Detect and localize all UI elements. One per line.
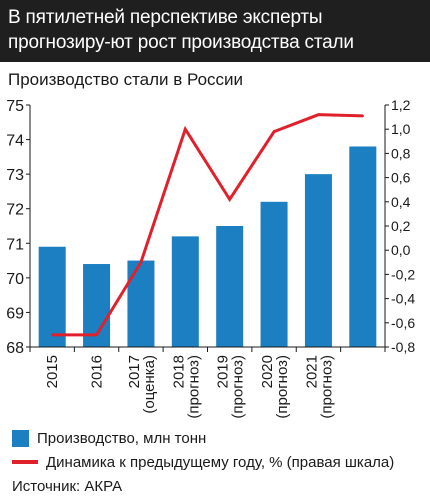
dynamics-point-6 — [317, 113, 320, 116]
x-label-line-6-1: (прогноз) — [318, 355, 335, 419]
bar-4 — [216, 226, 244, 347]
x-label-line-5-1: (прогноз) — [274, 355, 291, 419]
left-tick-label-4: 72 — [6, 202, 24, 219]
left-axis-ticks: 68 69 70 71 72 73 74 75 — [6, 98, 30, 357]
dynamics-point-3 — [184, 128, 187, 131]
left-tick-label-2: 70 — [6, 271, 24, 288]
x-label-1: 2016 — [89, 355, 106, 388]
dynamics-point-5 — [272, 130, 276, 133]
right-tick-label-8: 0,8 — [391, 145, 411, 161]
chart-legend: Производство, млн тонн Динамика к предыд… — [12, 426, 422, 474]
x-label-line-2-0: 2017 — [126, 355, 143, 388]
right-tick-label-6: 0,4 — [391, 194, 411, 210]
dynamics-point-7 — [361, 114, 365, 118]
left-tick-label-3: 71 — [6, 236, 24, 253]
chart-headline: В пятилетней перспективе эксперты прогно… — [0, 0, 430, 62]
x-label-line-4-1: (прогноз) — [230, 355, 247, 419]
chart-title: Производство стали в России — [8, 70, 244, 89]
x-label-line-1-0: 2016 — [89, 355, 106, 388]
dynamics-point-1 — [95, 333, 98, 337]
legend-label-dynamics: Динамика к предыдущему году, % (правая ш… — [46, 453, 395, 471]
source-note: Источник: АКРА — [12, 478, 123, 495]
x-label-line-0-0: 2015 — [44, 355, 61, 388]
x-label-3: 2018(прогноз) — [170, 355, 202, 419]
line-series — [50, 113, 365, 337]
x-label-2: 2017(оценка) — [126, 355, 158, 414]
x-label-line-2-1: (оценка) — [141, 355, 158, 414]
x-label-6: 2021(прогноз) — [303, 355, 335, 419]
left-tick-label-1: 69 — [6, 305, 24, 322]
x-label-line-3-0: 2018 — [170, 355, 187, 388]
dynamics-point-2 — [139, 261, 143, 264]
x-label-4: 2019(прогноз) — [215, 355, 247, 419]
right-tick-label-1: -0,6 — [391, 315, 415, 331]
x-label-line-5-0: 2020 — [259, 355, 276, 388]
headline-text: В пятилетней перспективе эксперты прогно… — [8, 7, 354, 53]
dynamics-point-0 — [50, 333, 54, 337]
x-label-5: 2020(прогноз) — [259, 355, 291, 419]
right-tick-label-7: 0,6 — [391, 170, 411, 186]
right-tick-label-0: -0,8 — [391, 339, 415, 355]
bar-6 — [304, 174, 332, 347]
bar-0 — [38, 246, 66, 347]
bar-3 — [171, 236, 199, 347]
dynamics-line — [52, 113, 363, 337]
x-label-line-4-0: 2019 — [215, 355, 232, 388]
left-tick-label-0: 68 — [6, 340, 24, 357]
x-label-0: 2015 — [44, 355, 61, 388]
right-tick-label-10: 1,2 — [391, 97, 411, 113]
bar-series — [38, 146, 377, 347]
x-label-line-6-0: 2021 — [303, 355, 320, 388]
bar-2 — [127, 260, 155, 347]
legend-bar-swatch — [12, 429, 29, 447]
left-tick-label-6: 74 — [6, 133, 24, 150]
right-tick-label-3: -0,2 — [391, 266, 415, 282]
right-axis-ticks: -0,8 -0,6 -0,4 -0,2 0,0 0,2 0,4 0,6 0,8 1,0 1,2 — [385, 97, 415, 355]
legend-line-swatch — [12, 460, 38, 464]
bar-5 — [260, 201, 288, 347]
x-label-line-3-1: (прогноз) — [185, 355, 202, 419]
left-tick-label-5: 73 — [6, 167, 24, 184]
right-tick-label-5: 0,2 — [391, 218, 411, 234]
right-tick-label-2: -0,4 — [391, 291, 415, 307]
legend-item-production: Производство, млн тонн — [12, 426, 422, 450]
right-tick-label-4: 0,0 — [391, 242, 411, 258]
dynamics-point-4 — [228, 198, 231, 201]
bar-7 — [349, 146, 377, 347]
legend-label-production: Производство, млн тонн — [37, 429, 207, 447]
left-tick-label-7: 75 — [6, 98, 24, 115]
legend-item-dynamics: Динамика к предыдущему году, % (правая ш… — [12, 450, 422, 474]
steel-production-chart: 68 69 70 71 72 73 74 75 -0,8 -0,6 -0,4 -0,2 0,0 0,2 0… — [6, 97, 415, 419]
right-tick-label-9: 1,0 — [391, 121, 411, 137]
x-axis-labels: 2015 2016 2017(оценка) 2018(прогноз) 2019(пр… — [44, 355, 335, 419]
